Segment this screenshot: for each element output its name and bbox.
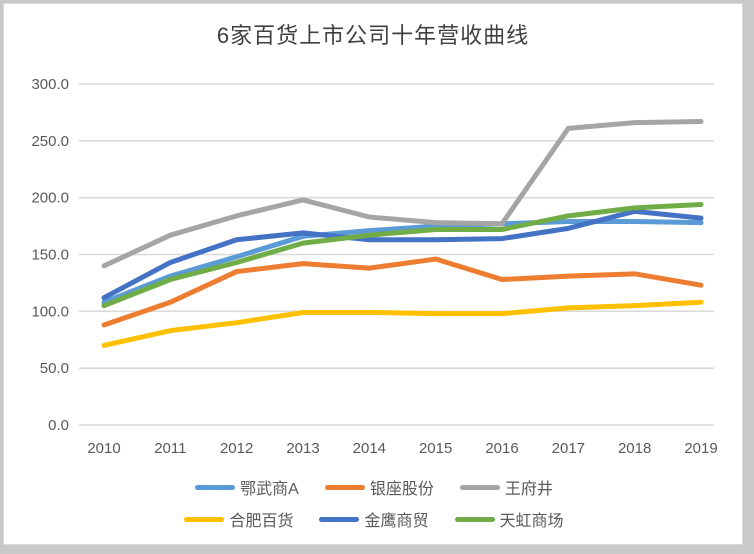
legend-line-swatch-icon: [195, 484, 236, 490]
series-line-3: [101, 119, 704, 269]
series-line-6: [101, 201, 704, 309]
legend-item: 合肥百货: [184, 507, 293, 531]
legend-line-swatch-icon: [184, 516, 225, 522]
y-axis-tick-label: 250.0: [31, 133, 69, 150]
x-axis-tick-label: 2011: [154, 440, 186, 457]
x-axis-tick-label: 2012: [220, 440, 253, 457]
x-axis-tick-label: 2016: [485, 440, 518, 457]
series-line-2: [101, 256, 704, 328]
legend-row: 鄂武商A 银座股份 王府井: [182, 474, 566, 500]
x-axis-tick-label: 2017: [552, 440, 585, 457]
chart-legend: 鄂武商A 银座股份 王府井合肥百货 金鹰商贸 天虹商场: [4, 474, 744, 532]
x-axis-tick-label: 2019: [684, 440, 717, 457]
legend-label: 天虹商场: [499, 513, 564, 530]
series-line-4: [101, 299, 704, 348]
y-axis-tick-label: 100.0: [31, 303, 69, 320]
legend-item: 银座股份: [324, 475, 434, 499]
legend-item: 天虹商场: [454, 507, 564, 531]
revenue-line-chart: 300.0 250.0 200.0 150.0 100.0 50.0 0.0 2010 2011…: [31, 76, 717, 457]
legend-label: 合肥百货: [229, 513, 294, 530]
y-axis-tick-label: 50.0: [40, 360, 69, 377]
y-axis-tick-label: 150.0: [31, 247, 69, 264]
x-axis-tick-label: 2013: [286, 440, 319, 457]
legend-line-swatch-icon: [324, 484, 365, 490]
x-axis-tick-label: 2018: [618, 440, 651, 457]
x-axis-tick-label: 2010: [87, 440, 120, 457]
legend-label: 王府井: [504, 481, 553, 498]
chart-card: 6家百货上市公司十年营收曲线 300.0 250.0 200.0 150.0 100.0…: [3, 3, 743, 545]
legend-item: 王府井: [459, 475, 553, 499]
legend-line-swatch-icon: [459, 484, 500, 490]
series-line-5: [101, 208, 704, 301]
legend-item: 金鹰商贸: [319, 507, 429, 531]
y-axis-tick-label: 0.0: [48, 417, 69, 434]
legend-item: 鄂武商A: [195, 475, 299, 499]
legend-line-swatch-icon: [319, 516, 360, 522]
legend-label: 银座股份: [369, 481, 434, 498]
x-axis-tick-label: 2014: [353, 440, 386, 457]
legend-row: 合肥百货 金鹰商贸 天虹商场: [171, 506, 576, 532]
y-axis-tick-label: 200.0: [31, 190, 69, 207]
x-axis-tick-label: 2015: [419, 440, 452, 457]
legend-label: 金鹰商贸: [364, 513, 429, 530]
y-axis-tick-label: 300.0: [31, 76, 69, 93]
legend-label: 鄂武商A: [240, 481, 299, 498]
chart-title: 6家百货上市公司十年营收曲线: [216, 23, 530, 48]
legend-line-swatch-icon: [454, 516, 495, 522]
